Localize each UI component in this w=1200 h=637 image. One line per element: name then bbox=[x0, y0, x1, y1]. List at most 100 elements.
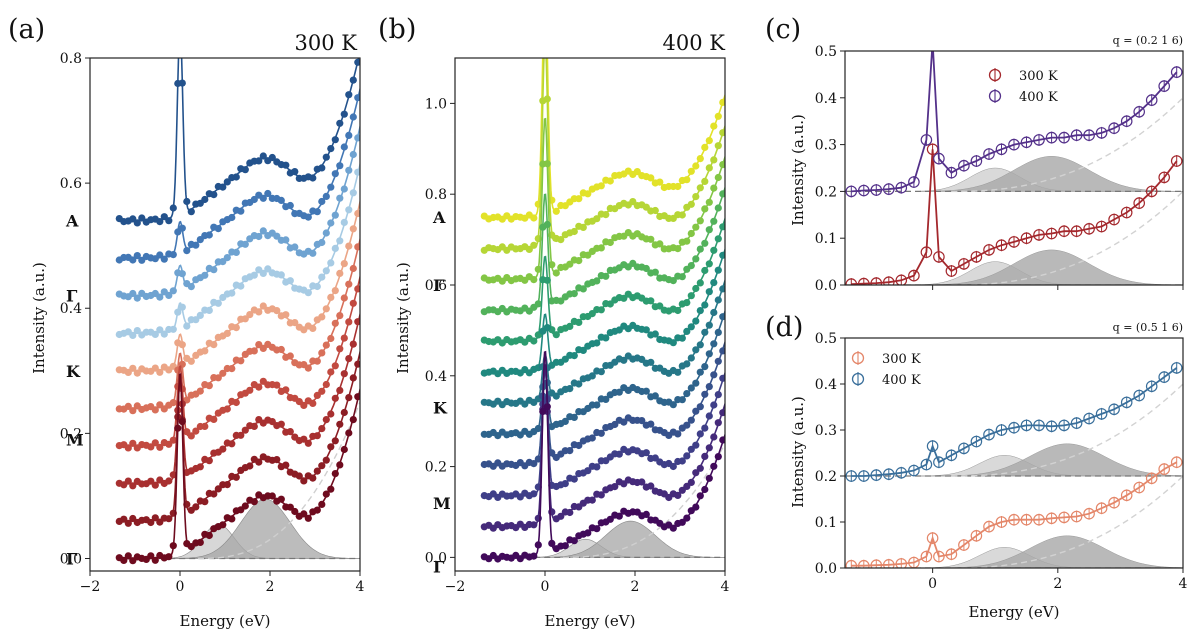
spectrum-point bbox=[701, 205, 709, 213]
spectrum-point bbox=[300, 510, 308, 518]
spectrum-point bbox=[129, 331, 137, 339]
spectrum-point bbox=[588, 496, 596, 504]
panel-d-frame bbox=[844, 337, 1184, 569]
spectrum-point bbox=[561, 417, 569, 425]
spectrum-point bbox=[187, 432, 195, 440]
spectrum-point bbox=[133, 294, 141, 302]
spectrum-point bbox=[593, 339, 601, 347]
spectrum-point bbox=[602, 211, 610, 219]
panel-a-xlabel: Energy (eV) bbox=[180, 612, 271, 630]
spectrum-point bbox=[701, 239, 709, 247]
path-label-2: Γ bbox=[433, 276, 445, 295]
spectrum-point bbox=[678, 396, 686, 404]
spectrum-point bbox=[575, 195, 583, 203]
spectrum-point bbox=[620, 356, 628, 364]
spectrum-point bbox=[241, 315, 249, 323]
spectrum-point bbox=[651, 268, 659, 276]
fit-component-2 bbox=[919, 156, 1183, 192]
spectrum-point bbox=[291, 319, 299, 327]
spectrum-point bbox=[687, 478, 695, 486]
spectrum-point bbox=[710, 433, 718, 441]
spectrum-point bbox=[318, 425, 326, 433]
spectrum-point bbox=[129, 439, 137, 447]
spectrum-point bbox=[638, 417, 646, 425]
spectrum-point bbox=[349, 113, 357, 121]
spectrum-point bbox=[237, 207, 245, 215]
spectrum-point bbox=[129, 407, 137, 415]
spectrum-point bbox=[331, 319, 339, 327]
spectrum-point bbox=[327, 368, 335, 376]
spectrum-point bbox=[327, 219, 335, 227]
spectrum-point bbox=[219, 183, 227, 191]
spectrum-point bbox=[286, 277, 294, 285]
spectrum-point bbox=[354, 393, 360, 401]
spectrum-point bbox=[561, 480, 569, 488]
spectrum-point bbox=[696, 368, 704, 376]
spectrum-point bbox=[210, 266, 218, 274]
spectrum-point bbox=[687, 262, 695, 270]
spectrum-point bbox=[223, 178, 231, 186]
spectrum-point bbox=[534, 424, 542, 433]
spectrum-point bbox=[349, 225, 357, 233]
spectrum-2 bbox=[115, 349, 360, 527]
spectrum-point bbox=[705, 137, 713, 145]
spectrum-point bbox=[286, 503, 294, 511]
spectrum-5 bbox=[480, 309, 725, 440]
spectrum-point bbox=[710, 308, 718, 317]
spectrum-point bbox=[201, 347, 209, 355]
spectrum-point bbox=[237, 431, 245, 439]
x-tick-label: 0 bbox=[541, 579, 550, 595]
spectrum-point bbox=[611, 483, 619, 491]
spectrum-point bbox=[309, 174, 317, 182]
spectrum-point bbox=[232, 324, 240, 332]
spectrum-point bbox=[255, 157, 263, 165]
spectrum-point bbox=[336, 119, 344, 127]
spectrum-point bbox=[124, 444, 132, 452]
panel-c: (c) q = (0.2 1 6) Intensity (a.u.) 0.00.… bbox=[765, 14, 1184, 294]
spectrum-point bbox=[291, 507, 299, 516]
spectrum-point bbox=[701, 301, 709, 309]
spectrum-point bbox=[647, 174, 655, 182]
spectrum-point bbox=[241, 166, 249, 174]
spectrum-point bbox=[345, 280, 353, 288]
panel-b-title: 400 K bbox=[663, 31, 726, 55]
y-tick-label: 0.8 bbox=[60, 51, 82, 67]
spectrum-point bbox=[606, 238, 614, 247]
spectrum-point bbox=[255, 232, 263, 241]
spectrum-point bbox=[336, 345, 344, 353]
spectrum-point bbox=[597, 306, 605, 314]
spectrum-point bbox=[651, 206, 659, 215]
spectrum-point bbox=[354, 134, 360, 142]
spectrum-point bbox=[210, 191, 218, 199]
spectrum-point bbox=[687, 323, 695, 331]
legend-label: 400 K bbox=[882, 373, 921, 388]
spectrum-point bbox=[669, 524, 677, 532]
spectrum-4 bbox=[115, 274, 360, 452]
spectrum-point bbox=[548, 261, 556, 269]
y-tick-label: 0.0 bbox=[425, 550, 447, 566]
spectrum-point bbox=[710, 156, 718, 164]
spectrum-point bbox=[597, 244, 605, 252]
spectrum-point bbox=[336, 420, 344, 428]
y-tick-label: 0.0 bbox=[815, 561, 837, 577]
spectrum-point bbox=[354, 285, 360, 293]
spectrum-point bbox=[656, 178, 664, 186]
spectrum-point bbox=[687, 416, 695, 424]
spectrum-point bbox=[678, 518, 686, 526]
spectrum-point bbox=[151, 364, 159, 372]
spectrum-point bbox=[291, 243, 299, 251]
spectrum-point bbox=[300, 477, 308, 485]
spectrum-point bbox=[327, 410, 335, 418]
spectrum-point bbox=[178, 418, 186, 426]
spectrum-point bbox=[255, 458, 263, 466]
spectrum-point bbox=[349, 150, 357, 159]
spectrum-point bbox=[696, 403, 704, 411]
spectrum-point bbox=[336, 312, 344, 320]
spectrum-point bbox=[340, 143, 348, 151]
spectrum-point bbox=[692, 346, 700, 354]
panel-d-xlabel: Energy (eV) bbox=[969, 603, 1060, 621]
panel-b-ylabel: Intensity (a.u.) bbox=[394, 262, 412, 374]
spectrum-point bbox=[692, 317, 700, 325]
spectrum-point bbox=[575, 441, 583, 450]
spectrum-point bbox=[349, 340, 357, 348]
